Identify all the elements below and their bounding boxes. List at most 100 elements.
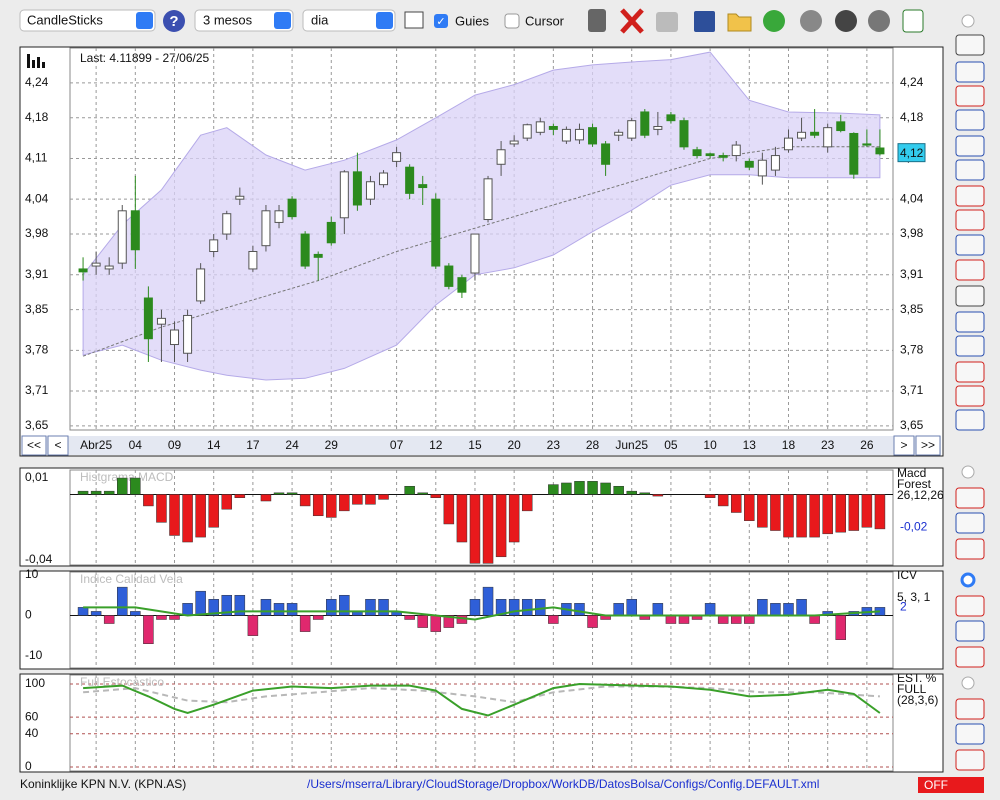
currency-icon[interactable] [835,10,857,32]
next-button[interactable] [893,435,915,456]
open-icon[interactable] [727,13,752,32]
state-box [918,777,984,793]
bar [312,494,324,517]
bar [273,492,285,495]
y-tick-label: 10 [25,567,39,581]
candle-body [457,277,467,293]
last-button[interactable] [915,435,941,456]
check-mark: ✓ [436,16,445,28]
bar [730,615,742,624]
table-icon[interactable] [404,11,424,29]
trash-icon[interactable] [588,9,606,32]
candle-body [496,149,506,165]
bar [717,615,729,624]
print-icon[interactable] [656,12,678,32]
bar [587,615,598,628]
delete-icon[interactable] [620,8,644,34]
bar [299,494,311,507]
bar [130,611,141,616]
bar [299,615,311,632]
x-tick-label: 24 [285,438,299,452]
candle-body [744,160,754,168]
bar [469,599,481,616]
bar [339,494,350,512]
config-path[interactable]: /Users/mserra/Library/CloudStorage/Dropb… [307,777,819,791]
panel-tool [955,749,985,771]
y-tick-label: 4,04 [25,191,49,205]
bar [704,603,716,616]
bar [757,599,768,616]
bar [378,599,389,616]
x-tick-label: 07 [390,438,404,452]
bar [404,615,415,620]
bar [417,615,428,628]
bar [195,590,206,616]
x-tick-label: 26 [860,438,874,452]
help-button[interactable] [163,10,185,32]
cursor-checkbox[interactable] [504,13,520,29]
x-tick-label: 20 [507,438,521,452]
candle-body [117,210,127,264]
indicator-name2: FULL [897,682,927,696]
candle-body [418,184,428,189]
indicator-value: -0,02 [900,519,928,533]
tool-button [955,85,985,107]
calendar-icon[interactable] [902,9,924,33]
candle-body [627,120,637,139]
bar [90,490,102,495]
bar [90,611,102,616]
bar [717,494,729,507]
bar [417,492,428,495]
bar [796,494,807,538]
candle-body [379,172,389,186]
candle-body [470,233,480,274]
bar [378,494,389,500]
guides-checkbox[interactable] [434,14,448,28]
radio [961,676,975,690]
bar [260,494,272,502]
select-arrow [376,12,393,29]
interval-select[interactable] [302,9,396,32]
y-tick-label-right: 3,98 [900,226,924,240]
bar [822,494,833,535]
bar [469,494,481,564]
stoch-panel [19,673,944,773]
chart-type-select[interactable] [19,9,156,32]
candle-body [522,124,532,139]
candle-body [666,114,676,122]
x-tick-label: 18 [782,438,796,452]
indicator-name: ICV [897,568,917,582]
radio [961,14,975,28]
bar [326,494,337,518]
settings-icon[interactable] [868,10,890,32]
prev-button[interactable] [47,435,69,456]
bar [665,615,677,624]
bar [312,615,324,620]
tool-button [955,409,985,431]
bar [835,615,846,640]
bar [430,494,442,498]
bar [286,603,298,616]
panel-tool [955,512,985,534]
candle-body [431,198,441,267]
candle-body [601,143,611,165]
bar [208,599,219,616]
candle-body [614,131,624,136]
bar [548,484,559,495]
bar [757,494,768,528]
first-button[interactable] [21,435,47,456]
period-select[interactable] [194,9,294,32]
refresh-icon[interactable] [763,10,785,32]
candle-body [78,268,88,273]
bar [730,494,742,513]
save-icon[interactable] [694,11,715,32]
y-tick-label-right: 3,85 [900,302,924,316]
globe-icon[interactable] [800,10,822,32]
y-tick-label-right: 3,71 [900,383,924,397]
chart-bar: 10 0 -10 Indice Calidad Vela ICV 5, 3, 12 [25,567,931,669]
bar [639,492,651,495]
help-icon: ? [169,13,178,30]
tool-button [955,385,985,407]
panel-tool [955,698,985,720]
side-toolbar [955,14,985,771]
